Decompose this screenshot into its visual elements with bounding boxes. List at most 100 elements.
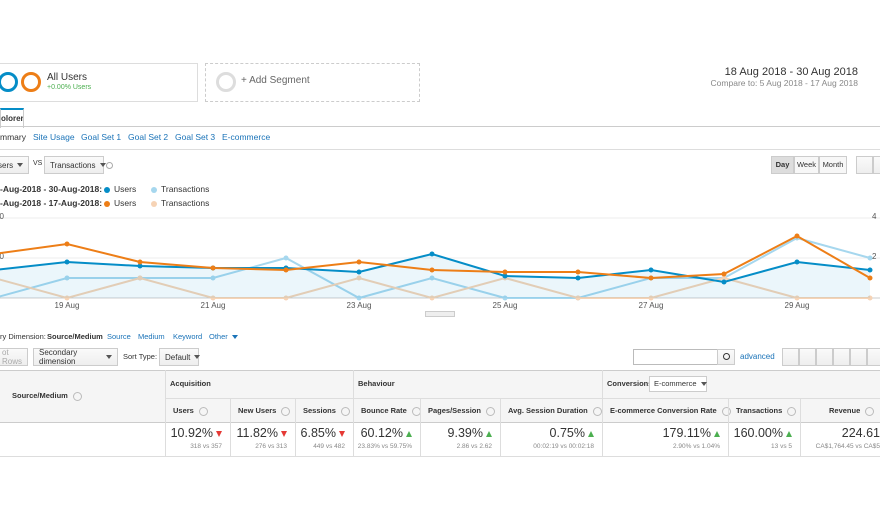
legend-swatch	[151, 187, 157, 193]
chart-type-button[interactable]	[856, 156, 873, 174]
point	[356, 295, 362, 301]
granularity-button[interactable]: Day	[771, 156, 794, 174]
subtab[interactable]: E-commerce	[222, 132, 271, 142]
point	[648, 267, 654, 273]
subtab[interactable]: mmary	[0, 132, 26, 142]
value-text: 10.92%	[170, 426, 213, 440]
dimension-text: Source	[107, 332, 131, 341]
column-label: Users	[173, 406, 194, 415]
plot-rows: ot Rows	[2, 348, 23, 366]
trend-arrow	[486, 431, 492, 437]
point	[575, 275, 581, 281]
chart-resize-handle[interactable]	[425, 311, 455, 317]
subtab[interactable]: Goal Set 3	[175, 132, 216, 142]
view-button[interactable]	[799, 348, 816, 366]
trend-arrow	[216, 431, 222, 437]
x-tick-label: 27 Aug	[639, 301, 664, 310]
divider	[0, 370, 880, 371]
view-button[interactable]	[816, 348, 833, 366]
x-tick-label: 23 Aug	[347, 301, 372, 310]
dimension-option[interactable]: Medium	[138, 332, 165, 341]
value-text: 179.11%	[662, 426, 711, 440]
metric-dropdown[interactable]: Transactions	[44, 156, 106, 174]
cell-value: 60.12%	[361, 426, 412, 440]
point	[283, 267, 289, 273]
divider	[0, 149, 880, 150]
plot-rows-button[interactable]: ot Rows	[0, 348, 28, 366]
explorer-tab[interactable]: olorer	[0, 108, 24, 128]
point	[283, 295, 289, 301]
advanced-link[interactable]: advanced	[740, 352, 775, 361]
column-header[interactable]: Users	[173, 406, 208, 416]
search-button[interactable]	[717, 349, 735, 365]
cell-value: 11.82%	[237, 426, 287, 440]
vline	[800, 398, 801, 456]
column-header[interactable]: Pages/Session	[428, 406, 495, 416]
cell-value: 9.39%	[448, 426, 492, 440]
column-label: New Users	[238, 406, 277, 415]
subtab[interactable]: Site Usage	[33, 132, 75, 142]
date-range[interactable]: 18 Aug 2018 - 30 Aug 2018	[724, 66, 858, 78]
value-text: 0.75%	[549, 426, 585, 440]
sort-value: Default	[165, 352, 191, 362]
metric-2: Transactions	[50, 160, 96, 170]
column-header[interactable]: Bounce Rate	[361, 406, 421, 416]
y2-tick-label: 4	[872, 212, 877, 221]
metric-dropdown[interactable]: sers	[0, 156, 29, 174]
column-label: Avg. Session Duration	[508, 406, 588, 415]
x-tick-label: 25 Aug	[493, 301, 518, 310]
point	[64, 275, 70, 281]
legend-label: Users	[114, 184, 137, 194]
granularity-button[interactable]: Week	[794, 156, 819, 174]
sort-label: Sort Type:	[123, 352, 158, 361]
point	[721, 279, 727, 285]
point	[867, 255, 873, 261]
vline	[602, 370, 603, 456]
subtab[interactable]: Goal Set 2	[128, 132, 169, 142]
column-header[interactable]: Sessions	[303, 406, 350, 416]
point	[64, 295, 70, 301]
sort-dropdown[interactable]: Default	[159, 348, 201, 366]
view-button[interactable]	[782, 348, 799, 366]
dimension-option[interactable]: Source	[107, 332, 131, 341]
cell-value: 0.75%	[550, 426, 594, 440]
column-label: Transactions	[736, 406, 783, 415]
column-header[interactable]: Revenue	[829, 406, 875, 416]
column-header[interactable]: E-commerce Conversion Rate	[610, 406, 731, 416]
hline	[353, 398, 602, 399]
subtab[interactable]: Goal Set 1	[81, 132, 122, 142]
help-icon	[865, 406, 875, 416]
group-label: Behaviour	[358, 379, 395, 388]
group-label: Acquisition	[170, 379, 211, 388]
point	[137, 263, 143, 269]
add-segment-card[interactable]	[205, 63, 420, 102]
trend-arrow	[714, 431, 720, 437]
cell-detail: 318 vs 357	[190, 443, 222, 450]
search-input[interactable]	[633, 349, 718, 365]
legend-label: Transactions	[161, 184, 210, 194]
granularity-button[interactable]: Month	[819, 156, 847, 174]
view-button[interactable]	[850, 348, 867, 366]
column-header[interactable]: New Users	[238, 406, 291, 416]
secondary-dimension[interactable]: Secondary dimension	[33, 348, 118, 366]
column-label: Bounce Rate	[361, 406, 407, 415]
cell-value: 6.85%	[301, 426, 345, 440]
dimension-option[interactable]: Other	[209, 332, 238, 341]
chart-type-button[interactable]	[873, 156, 880, 174]
add-segment[interactable]: + Add Segment	[241, 75, 310, 86]
column-header[interactable]: Transactions	[736, 406, 797, 416]
cell-value: 10.92%	[171, 426, 222, 440]
cell-detail: 2.86 vs 2.62	[456, 443, 492, 450]
column-header[interactable]: Avg. Session Duration	[508, 406, 602, 416]
view-button[interactable]	[833, 348, 850, 366]
view-button[interactable]	[867, 348, 880, 366]
point	[648, 295, 654, 301]
point	[64, 241, 70, 247]
remove-icon[interactable]	[106, 162, 113, 169]
x-tick-label: 21 Aug	[201, 301, 226, 310]
dimension-option[interactable]: Keyword	[173, 332, 202, 341]
group-select[interactable]: E-commerce	[649, 376, 707, 392]
point	[575, 295, 581, 301]
point	[867, 267, 873, 273]
hline	[602, 398, 880, 399]
